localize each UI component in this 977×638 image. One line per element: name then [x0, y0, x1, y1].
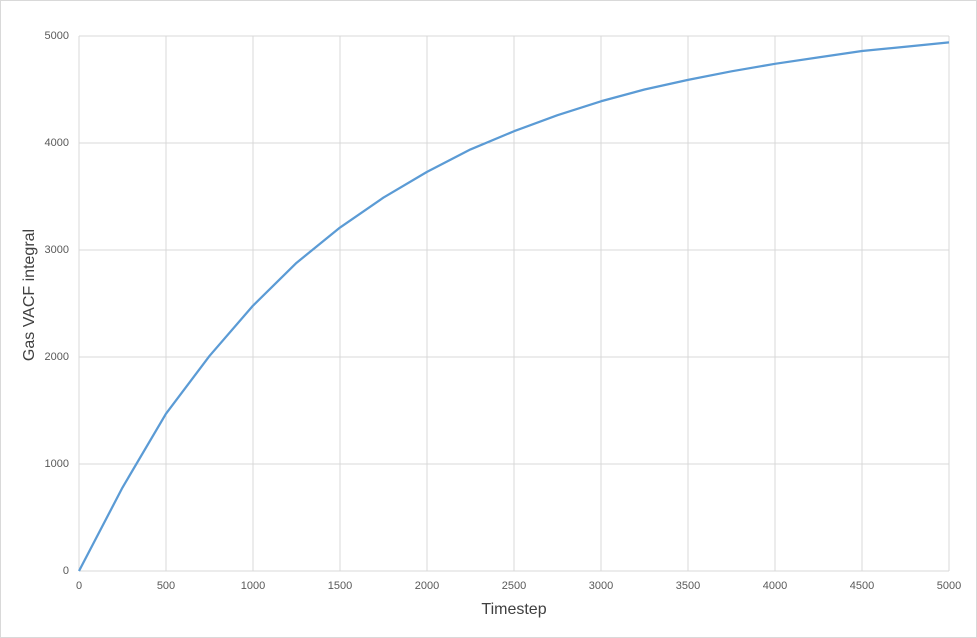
y-tick-label: 2000	[45, 351, 69, 363]
x-tick-label: 5000	[937, 580, 961, 592]
y-tick-label: 0	[63, 565, 69, 577]
x-tick-label: 0	[76, 580, 82, 592]
y-axis-title: Gas VACF integral	[21, 229, 38, 361]
x-tick-label: 4500	[850, 580, 874, 592]
x-tick-label: 1500	[328, 580, 352, 592]
x-tick-label: 2000	[415, 580, 439, 592]
x-tick-label: 1000	[241, 580, 265, 592]
y-tick-label: 5000	[45, 30, 69, 42]
data-line	[78, 41, 950, 572]
x-tick-label: 3000	[589, 580, 613, 592]
y-tick-label: 1000	[45, 458, 69, 470]
y-tick-label: 3000	[45, 244, 69, 256]
x-tick-label: 2500	[502, 580, 526, 592]
x-tick-label: 3500	[676, 580, 700, 592]
x-tick-label: 500	[157, 580, 175, 592]
y-tick-label: 4000	[45, 137, 69, 149]
x-axis-title: Timestep	[481, 601, 546, 618]
x-tick-label: 4000	[763, 580, 787, 592]
